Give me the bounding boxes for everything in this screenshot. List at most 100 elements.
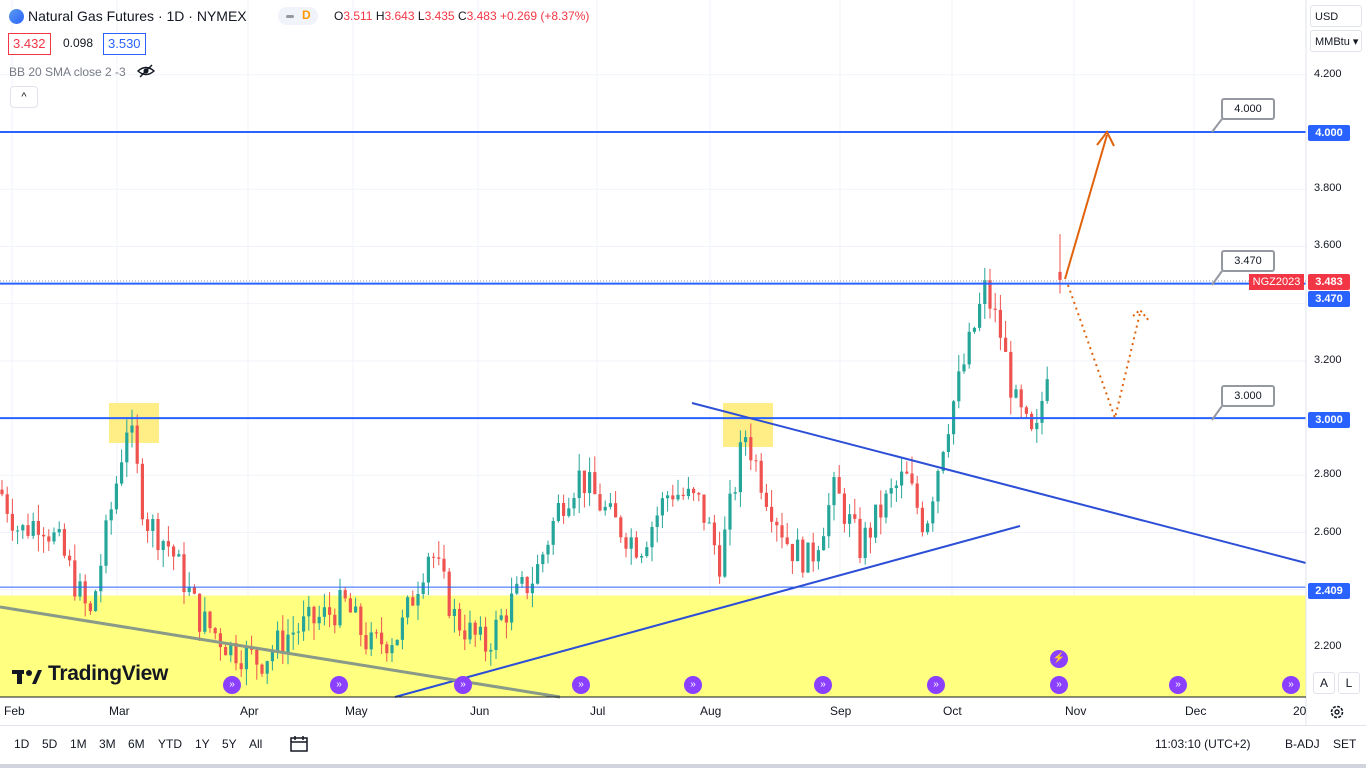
dividend-event-icon[interactable]: » xyxy=(223,676,241,694)
currency-select[interactable]: USD xyxy=(1310,5,1362,27)
candle-body xyxy=(655,515,659,527)
dividend-event-icon[interactable]: » xyxy=(572,676,590,694)
timeframe-1y[interactable]: 1Y xyxy=(195,737,210,751)
candle-body xyxy=(224,647,228,656)
candle-body xyxy=(1014,389,1018,398)
candle-body xyxy=(473,622,477,635)
price-tick-label: 4.200 xyxy=(1314,67,1342,80)
buy-price-button[interactable]: 3.530 xyxy=(103,33,146,55)
candle-body xyxy=(790,543,794,562)
dividend-event-icon[interactable]: » xyxy=(814,676,832,694)
sell-price-button[interactable]: 3.432 xyxy=(8,33,51,55)
chevron-down-icon: ▾ xyxy=(1352,36,1359,48)
candle-body xyxy=(946,434,950,452)
price-tick-label: 3.200 xyxy=(1314,353,1342,366)
month-label: Jun xyxy=(470,704,490,718)
lightning-event-icon[interactable]: ⚡ xyxy=(1050,650,1068,668)
candle-body xyxy=(822,536,826,551)
candle-body xyxy=(42,534,46,537)
dividend-event-icon[interactable]: » xyxy=(1282,676,1300,694)
candle-body xyxy=(827,505,831,537)
month-label: May xyxy=(345,704,368,718)
symbol-logo-icon xyxy=(9,9,24,24)
callout-4000[interactable]: 4.000 xyxy=(1221,98,1275,120)
market-status-pill[interactable]: D xyxy=(278,7,318,25)
adjustment-toggle[interactable]: B-ADJ xyxy=(1285,737,1320,751)
candle-body xyxy=(796,539,800,562)
dividend-event-icon[interactable]: » xyxy=(1050,676,1068,694)
candle-body xyxy=(889,488,893,494)
timeframe-ytd[interactable]: YTD xyxy=(158,737,182,751)
callout-3470[interactable]: 3.470 xyxy=(1221,250,1275,272)
calendar-range-icon[interactable] xyxy=(289,735,309,753)
clock-readout[interactable]: 11:03:10 (UTC+2) xyxy=(1155,737,1251,751)
candle-body xyxy=(562,502,566,516)
candle-body xyxy=(286,634,290,653)
gear-icon[interactable] xyxy=(1328,703,1346,721)
candle-body xyxy=(530,583,534,594)
candle-body xyxy=(411,597,415,606)
candle-body xyxy=(686,488,690,497)
candle-body xyxy=(681,494,685,497)
candle-body xyxy=(806,542,810,573)
candle-body xyxy=(936,470,940,502)
auto-scale-button[interactable]: A xyxy=(1313,672,1335,694)
timeframe-3m[interactable]: 3M xyxy=(99,737,116,751)
candle-body xyxy=(811,542,815,562)
candle-body xyxy=(166,541,170,547)
symbol-title[interactable]: Natural Gas Futures · 1D · NYMEX xyxy=(28,8,247,24)
candle-body xyxy=(260,664,264,674)
candle-body xyxy=(629,537,633,549)
dividend-event-icon[interactable]: » xyxy=(1169,676,1187,694)
candle-body xyxy=(608,503,612,507)
timeframe-5d[interactable]: 5D xyxy=(42,737,58,751)
candle-body xyxy=(536,564,540,584)
candle-body xyxy=(125,432,129,463)
symbol-tag: NGZ2023 xyxy=(1249,274,1304,290)
timeframe-5y[interactable]: 5Y xyxy=(222,737,237,751)
dividend-event-icon[interactable]: » xyxy=(927,676,945,694)
candle-body xyxy=(759,460,763,493)
candle-body xyxy=(62,529,66,556)
candle-body xyxy=(291,632,295,635)
candles xyxy=(0,234,1062,686)
candle-body xyxy=(83,581,87,604)
collapse-legend-button[interactable]: ^ xyxy=(10,86,38,108)
candle-body xyxy=(640,556,644,558)
month-label: Apr xyxy=(240,704,259,718)
candle-body xyxy=(603,506,607,511)
candle-body xyxy=(718,545,722,577)
timeframe-6m[interactable]: 6M xyxy=(128,737,145,751)
candle-body xyxy=(546,544,550,555)
dividend-event-icon[interactable]: » xyxy=(330,676,348,694)
candle-body xyxy=(348,598,352,613)
candle-body xyxy=(120,462,124,484)
candle-body xyxy=(281,630,285,653)
projection-alt-path xyxy=(1067,284,1141,422)
dividend-event-icon[interactable]: » xyxy=(454,676,472,694)
timeframe-all[interactable]: All xyxy=(249,737,263,751)
candle-body xyxy=(374,632,378,634)
candle-body xyxy=(837,477,841,494)
candle-body xyxy=(317,616,321,624)
candle-body xyxy=(666,495,670,499)
indicator-legend[interactable]: BB 20 SMA close 2 -3 xyxy=(9,65,126,79)
month-label: Oct xyxy=(943,704,962,718)
month-label: Feb xyxy=(4,704,25,718)
session-toggle[interactable]: SET xyxy=(1333,737,1357,751)
candle-body xyxy=(780,525,784,538)
candle-body xyxy=(785,537,789,544)
dividend-event-icon[interactable]: » xyxy=(684,676,702,694)
unit-select[interactable]: MMBtu ▾ xyxy=(1310,30,1362,52)
candle-body xyxy=(239,663,243,670)
tradingview-logo-icon xyxy=(12,670,42,684)
log-scale-button[interactable]: L xyxy=(1338,672,1360,694)
candle-body xyxy=(390,645,394,654)
candle-body xyxy=(515,583,519,594)
candle-body xyxy=(1058,271,1062,280)
timeframe-1m[interactable]: 1M xyxy=(70,737,87,751)
callout-3000[interactable]: 3.000 xyxy=(1221,385,1275,407)
timeframe-1d[interactable]: 1D xyxy=(14,737,30,751)
eye-hidden-icon[interactable] xyxy=(137,64,155,78)
